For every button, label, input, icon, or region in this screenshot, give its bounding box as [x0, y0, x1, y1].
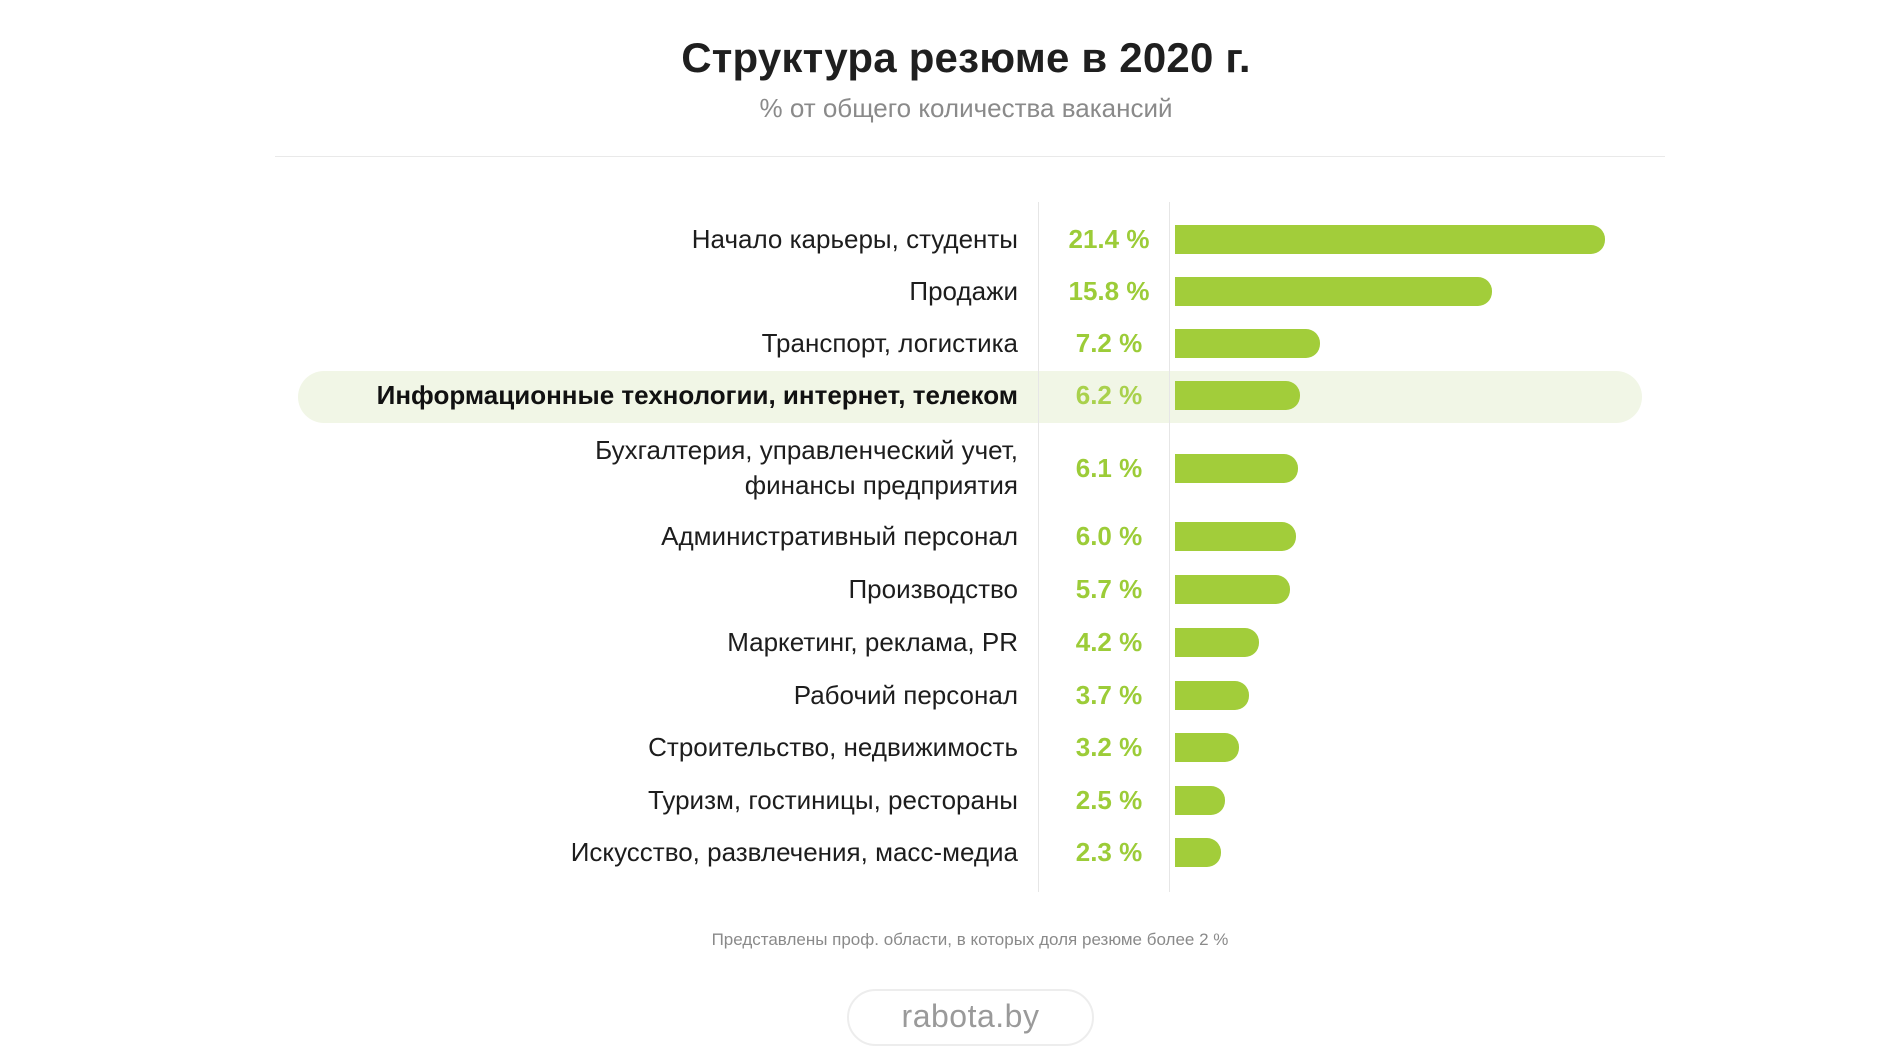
value-label: 6.1 % [1075, 452, 1143, 483]
bar [1175, 837, 1221, 867]
category-label: Производство [848, 572, 1018, 607]
bar [1175, 453, 1298, 483]
bar [1175, 328, 1320, 358]
bar [1175, 276, 1492, 306]
label-value-separator [1038, 202, 1039, 892]
value-label: 6.2 % [1075, 379, 1143, 410]
category-label: Административный персонал [661, 519, 1018, 554]
header-divider [275, 156, 1665, 157]
category-label-line: Рабочий персонал [793, 679, 1018, 710]
chart-subtitle: % от общего количества вакансий [759, 93, 1173, 123]
category-label: Информационные технологии, интернет, тел… [377, 378, 1018, 413]
bar [1175, 521, 1296, 551]
category-label: Начало карьеры, студенты [692, 222, 1018, 257]
bar [1175, 224, 1605, 254]
highlight-row-background [298, 371, 1642, 423]
category-label-line: Производство [848, 573, 1018, 604]
category-label-line: финансы предприятия [744, 470, 1018, 500]
category-label-line: Маркетинг, реклама, PR [727, 626, 1018, 657]
bar [1175, 732, 1239, 762]
category-label: Транспорт, логистика [762, 326, 1018, 361]
category-label: Бухгалтерия, управленческий учет, финансы… [595, 433, 1018, 503]
category-label-line: Начало карьеры, студенты [691, 223, 1018, 254]
bar [1175, 627, 1259, 657]
bar [1175, 574, 1290, 604]
footnote: Представлены проф. области, в которых до… [711, 930, 1229, 949]
value-label: 2.3 % [1075, 836, 1143, 867]
brand-logo: rabota.by [901, 998, 1040, 1034]
bar [1175, 785, 1225, 815]
category-label: Продажи [909, 274, 1018, 309]
category-label: Туризм, гостиницы, рестораны [648, 783, 1018, 818]
category-label-line: Продажи [909, 275, 1018, 306]
category-label-line: Административный персонал [661, 520, 1018, 551]
category-label: Искусство, развлечения, масс-медиа [571, 835, 1018, 870]
category-label-line: Строительство, недвижимость [648, 731, 1018, 762]
category-label: Рабочий персонал [794, 678, 1018, 713]
brand-logo-frame [847, 989, 1094, 1046]
chart-title: Структура резюме в 2020 г. [681, 34, 1251, 81]
value-label: 15.8 % [1068, 275, 1150, 306]
category-label-line: Искусство, развлечения, масс-медиа [570, 836, 1018, 867]
bar [1175, 380, 1300, 410]
value-label: 21.4 % [1068, 223, 1150, 254]
value-label: 6.0 % [1075, 520, 1143, 551]
category-label: Строительство, недвижимость [648, 730, 1018, 765]
category-label-line: Информационные технологии, интернет, тел… [376, 379, 1018, 410]
bar [1175, 680, 1249, 710]
value-label: 7.2 % [1075, 327, 1143, 358]
value-label: 3.7 % [1075, 679, 1143, 710]
value-label: 5.7 % [1075, 573, 1143, 604]
value-label: 2.5 % [1075, 784, 1143, 815]
category-label-line: Бухгалтерия, управленческий учет, [595, 435, 1018, 465]
category-label-line: Транспорт, логистика [761, 327, 1018, 358]
category-label-line: Туризм, гостиницы, рестораны [647, 784, 1018, 815]
value-bar-separator [1169, 202, 1170, 892]
value-label: 4.2 % [1075, 626, 1143, 657]
category-label: Маркетинг, реклама, PR [727, 625, 1018, 660]
value-label: 3.2 % [1075, 731, 1143, 762]
